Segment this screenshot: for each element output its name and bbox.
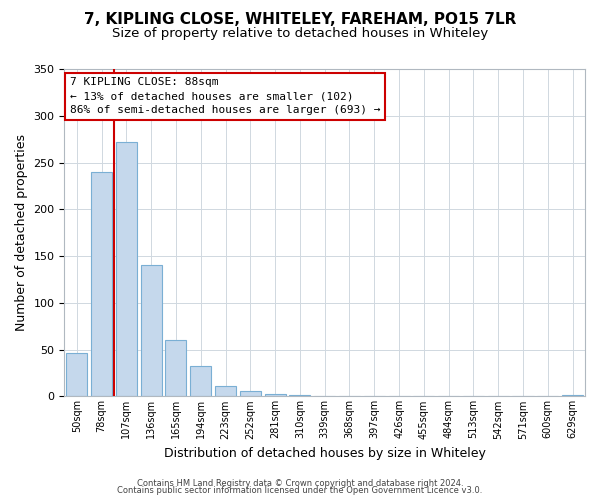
Bar	[116, 142, 137, 397]
Text: 7 KIPLING CLOSE: 88sqm
← 13% of detached houses are smaller (102)
86% of semi-de: 7 KIPLING CLOSE: 88sqm ← 13% of detached…	[70, 77, 380, 115]
Bar	[166, 340, 187, 396]
Text: Contains HM Land Registry data © Crown copyright and database right 2024.: Contains HM Land Registry data © Crown c…	[137, 478, 463, 488]
Bar	[215, 386, 236, 396]
Y-axis label: Number of detached properties: Number of detached properties	[15, 134, 28, 331]
Bar	[289, 394, 310, 396]
Bar	[240, 391, 261, 396]
Text: Contains public sector information licensed under the Open Government Licence v3: Contains public sector information licen…	[118, 486, 482, 495]
Bar	[140, 266, 162, 396]
Bar	[190, 366, 211, 396]
Bar	[265, 394, 286, 396]
Text: 7, KIPLING CLOSE, WHITELEY, FAREHAM, PO15 7LR: 7, KIPLING CLOSE, WHITELEY, FAREHAM, PO1…	[84, 12, 516, 28]
Bar	[66, 354, 88, 397]
Bar	[91, 172, 112, 396]
Text: Size of property relative to detached houses in Whiteley: Size of property relative to detached ho…	[112, 28, 488, 40]
X-axis label: Distribution of detached houses by size in Whiteley: Distribution of detached houses by size …	[164, 447, 485, 460]
Bar	[562, 394, 583, 396]
